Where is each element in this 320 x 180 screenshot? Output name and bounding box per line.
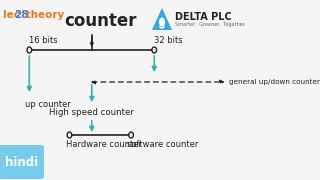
Text: lec: lec (3, 10, 24, 20)
Text: DELTA PLC: DELTA PLC (175, 12, 232, 22)
Text: hindi: hindi (5, 156, 38, 170)
Circle shape (152, 47, 156, 53)
Text: 28: 28 (14, 10, 28, 20)
Text: Hardware counter: Hardware counter (66, 140, 141, 149)
Text: software counter: software counter (127, 140, 199, 149)
Circle shape (129, 132, 133, 138)
Polygon shape (152, 8, 172, 30)
Text: general up/down counter: general up/down counter (229, 79, 320, 85)
Text: counter: counter (64, 12, 137, 30)
Text: 32 bits: 32 bits (154, 36, 183, 45)
Text: High speed counter: High speed counter (49, 108, 134, 117)
Text: up counter: up counter (26, 100, 71, 109)
Text: theory: theory (21, 10, 64, 20)
FancyBboxPatch shape (0, 145, 44, 179)
Text: Smarter.  Greener.  Together.: Smarter. Greener. Together. (175, 22, 246, 27)
Circle shape (67, 132, 72, 138)
Text: 16 bits: 16 bits (29, 36, 58, 45)
Circle shape (27, 47, 32, 53)
Ellipse shape (159, 17, 165, 26)
